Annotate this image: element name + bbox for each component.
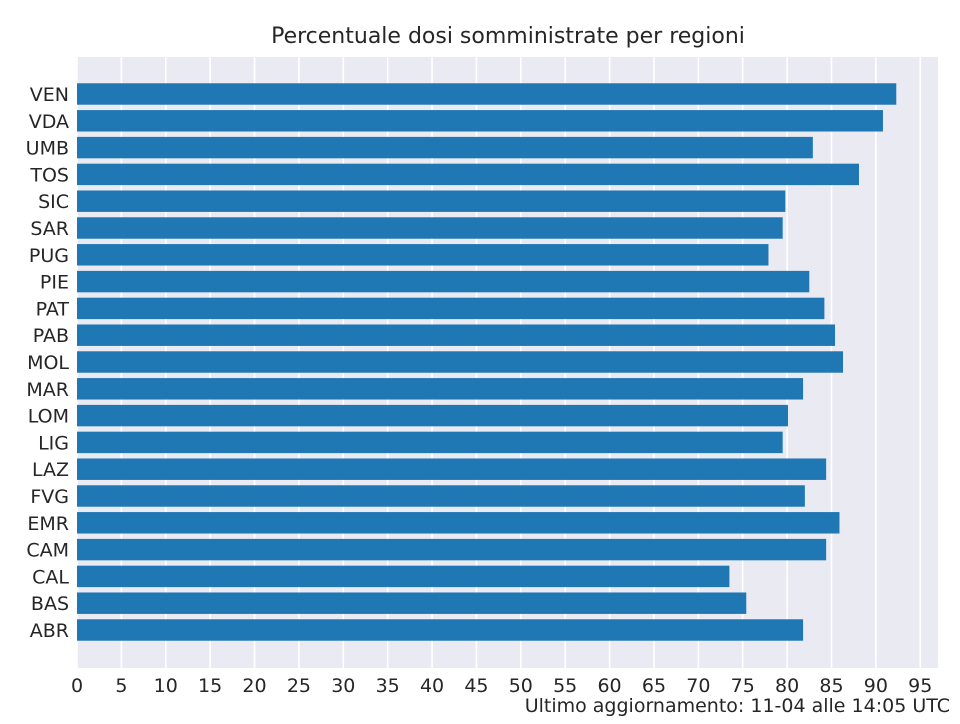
y-tick-label: CAL [32,566,69,588]
x-tick-label: 15 [198,675,222,697]
bar-ven [77,83,897,105]
bar-pab [77,324,836,346]
x-tick-label: 0 [71,675,83,697]
y-tick-label: LIG [38,432,69,454]
y-tick-label: BAS [31,593,69,615]
bar-cal [77,565,730,588]
x-tick-label: 35 [376,675,400,697]
y-tick-label: CAM [26,540,69,562]
y-axis-tick-labels: ABR BAS CAL CAM EMR FVG LAZ LIG LOM MAR MOL PAB PAT P… [26,84,70,642]
x-tick-label: 60 [597,675,621,697]
x-tick-label: 90 [864,675,888,697]
bar-fvg [77,485,805,507]
y-tick-label: LOM [28,406,69,428]
y-tick-label: PUG [29,245,69,267]
bar-abr [77,619,804,641]
bar-lom [77,404,788,427]
bar-bas [77,592,747,614]
y-tick-label: TOS [29,164,69,186]
bar-mol [77,351,844,373]
bar-tos [77,163,860,186]
y-tick-label: SIC [38,191,69,213]
x-tick-label: 25 [287,675,311,697]
bar-mar [77,378,804,400]
update-footnote: Ultimo aggiornamento: 11-04 alle 14:05 U… [525,695,950,717]
bar-pug [77,244,769,266]
bars [77,83,897,641]
bar-sic [77,190,786,212]
bar-umb [77,136,813,159]
y-tick-label: VDA [29,111,69,133]
y-tick-label: LAZ [32,459,69,481]
x-tick-label: 20 [242,675,266,697]
bar-pie [77,270,810,293]
bar-emr [77,512,840,534]
x-tick-label: 50 [509,675,533,697]
y-tick-label: EMR [27,513,69,535]
bar-pat [77,297,825,320]
x-tick-label: 80 [775,675,799,697]
y-tick-label: SAR [30,218,69,240]
x-tick-label: 45 [464,675,488,697]
x-tick-label: 75 [731,675,755,697]
x-tick-label: 10 [154,675,178,697]
x-tick-label: 30 [331,675,355,697]
y-tick-label: ABR [30,620,69,642]
x-tick-label: 55 [553,675,577,697]
y-tick-label: VEN [30,84,69,106]
bar-cam [77,538,827,561]
y-tick-label: PIE [40,272,69,294]
y-tick-label: MAR [26,379,69,401]
y-tick-label: PAB [33,325,69,347]
y-tick-label: FVG [30,486,69,508]
bar-vda [77,110,883,132]
x-tick-label: 40 [420,675,444,697]
x-axis-tick-labels: 0 5 10 15 20 25 30 35 40 45 50 55 60 65 70 75 80 85 90 95 [71,675,932,697]
bar-lig [77,431,783,454]
y-tick-label: PAT [36,298,70,320]
x-tick-label: 5 [115,675,127,697]
bar-laz [77,458,827,480]
x-tick-label: 85 [819,675,843,697]
x-tick-label: 95 [908,675,932,697]
chart-title: Percentuale dosi somministrate per regio… [271,24,745,49]
x-tick-label: 65 [642,675,666,697]
y-tick-label: UMB [26,138,69,160]
bar-sar [77,217,783,239]
x-tick-label: 70 [686,675,710,697]
y-tick-label: MOL [27,352,69,374]
